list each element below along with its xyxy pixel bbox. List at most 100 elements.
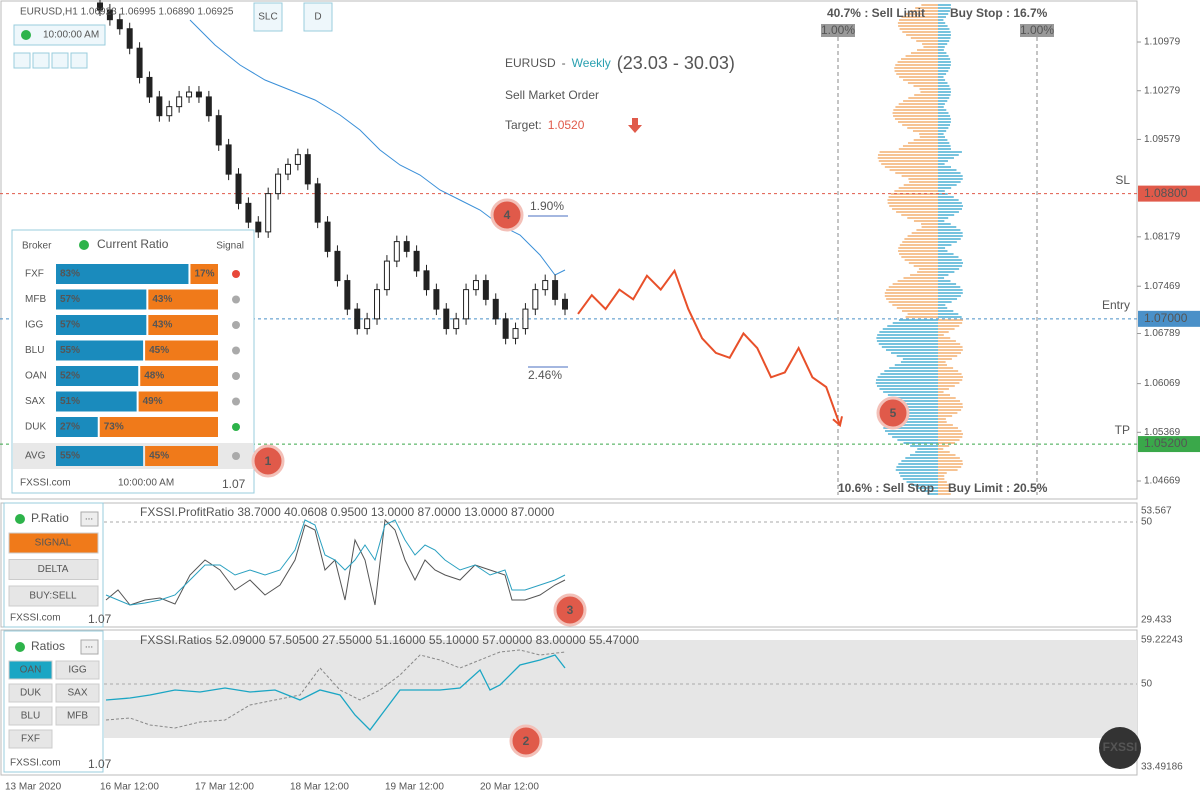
order-book-bar [938, 475, 945, 477]
order-book-bar [938, 190, 945, 192]
order-book-bar [889, 367, 938, 369]
order-book-bar [938, 235, 963, 237]
order-book-bar [902, 124, 938, 126]
order-book-bar [877, 376, 938, 378]
order-book-bar [938, 43, 948, 45]
time: 10:00:00 AM [43, 30, 99, 41]
order-book-bar [894, 118, 938, 120]
order-book-bar [938, 175, 963, 177]
nav-button[interactable] [13, 52, 31, 69]
y-tick-label: 1.05369 [1144, 427, 1181, 438]
order-book-bar [879, 151, 938, 153]
menu-button[interactable] [80, 639, 99, 655]
indicator-line [105, 649, 566, 729]
toolbar-button-label: SLC [258, 12, 277, 23]
order-book-bar [938, 490, 951, 492]
panel-button[interactable] [8, 729, 53, 749]
order-book-bar [938, 283, 957, 285]
candle-body [294, 154, 301, 165]
order-book-bar [915, 7, 938, 9]
menu-button[interactable] [80, 511, 99, 527]
order-book-bar [938, 223, 951, 225]
order-book-bar [910, 37, 938, 39]
candle-body [364, 318, 371, 330]
candle-body [205, 96, 212, 117]
order-book-bar [913, 85, 938, 87]
nav-button[interactable] [32, 52, 50, 69]
order-book-bar [886, 418, 938, 420]
order-book-bar [903, 442, 938, 444]
candle-body [146, 76, 153, 98]
ratios-band [104, 640, 1137, 738]
order-book-bar [901, 58, 938, 60]
order-book-bar [892, 283, 938, 285]
axis-label: 33.49186 [1141, 762, 1183, 773]
toolbar-button[interactable] [303, 2, 333, 32]
panel-button[interactable] [8, 532, 99, 554]
order-book-bar [884, 166, 938, 168]
axis-label: 50 [1141, 679, 1153, 690]
order-book-bar [938, 85, 950, 87]
order-book-bar [883, 391, 938, 393]
order-book-bar [887, 433, 938, 435]
order-book-bar [904, 259, 938, 261]
order-book-bar [938, 379, 963, 381]
sell-label: 49% [143, 396, 163, 407]
target-arrow [628, 118, 642, 133]
candle-body [255, 221, 262, 233]
order-book-bar [938, 382, 960, 384]
nav-button[interactable] [70, 52, 88, 69]
order-book-bar [938, 361, 946, 363]
order-book-bar [938, 97, 950, 99]
order-book-bar [938, 355, 958, 357]
panel-button[interactable] [55, 683, 100, 703]
sell-bar [148, 315, 218, 335]
order-book-bar [913, 220, 938, 222]
col-header: Broker [22, 241, 52, 252]
panel-button[interactable] [8, 660, 53, 680]
step-label: 1.00% [821, 23, 855, 37]
nav-button[interactable] [51, 52, 69, 69]
order-book-bar [898, 25, 938, 27]
signal-dot [232, 372, 240, 380]
status-dot [21, 30, 31, 40]
sell-label: 43% [152, 320, 172, 331]
order-book-bar [894, 67, 938, 69]
order-book-bar [902, 145, 938, 147]
status-dot [15, 642, 25, 652]
order-book-bar [904, 238, 938, 240]
order-book-bar [938, 484, 949, 486]
panel-button[interactable] [8, 585, 99, 607]
dates: (23.03 - 30.03) [617, 53, 735, 73]
panel-button[interactable] [55, 706, 100, 726]
toolbar-button[interactable] [253, 2, 283, 32]
buy-label: 27% [60, 422, 80, 433]
order-book-bar [902, 358, 938, 360]
order-book-bar [896, 73, 938, 75]
order-book-bar [909, 181, 938, 183]
order-book-bar [898, 187, 938, 189]
order-book-bar [938, 250, 948, 252]
order-book-bar [938, 307, 948, 309]
candle-body [284, 163, 291, 175]
panel-button[interactable] [8, 706, 53, 726]
order-book-bar [903, 100, 938, 102]
forecast-title: EURUSD - Weekly (23.03 - 30.03) [505, 53, 735, 73]
order-book-bar [938, 388, 949, 390]
panel-button[interactable] [8, 559, 99, 580]
panel-button[interactable] [55, 660, 100, 680]
candle-body [245, 202, 252, 223]
order-book-bar [938, 145, 951, 147]
candle-body [334, 250, 341, 282]
order-book-bar [881, 163, 938, 165]
order-book-bar [916, 487, 938, 489]
y-tick-label: 1.04669 [1144, 476, 1181, 487]
order-book-bar [938, 58, 951, 60]
order-book-bar [876, 385, 938, 387]
order-book-bar [893, 412, 938, 414]
order-book-bar [938, 286, 961, 288]
panel-button[interactable] [8, 683, 53, 703]
candle-body [433, 289, 440, 310]
order-book-bar [938, 367, 954, 369]
order-book-bar [916, 229, 938, 231]
